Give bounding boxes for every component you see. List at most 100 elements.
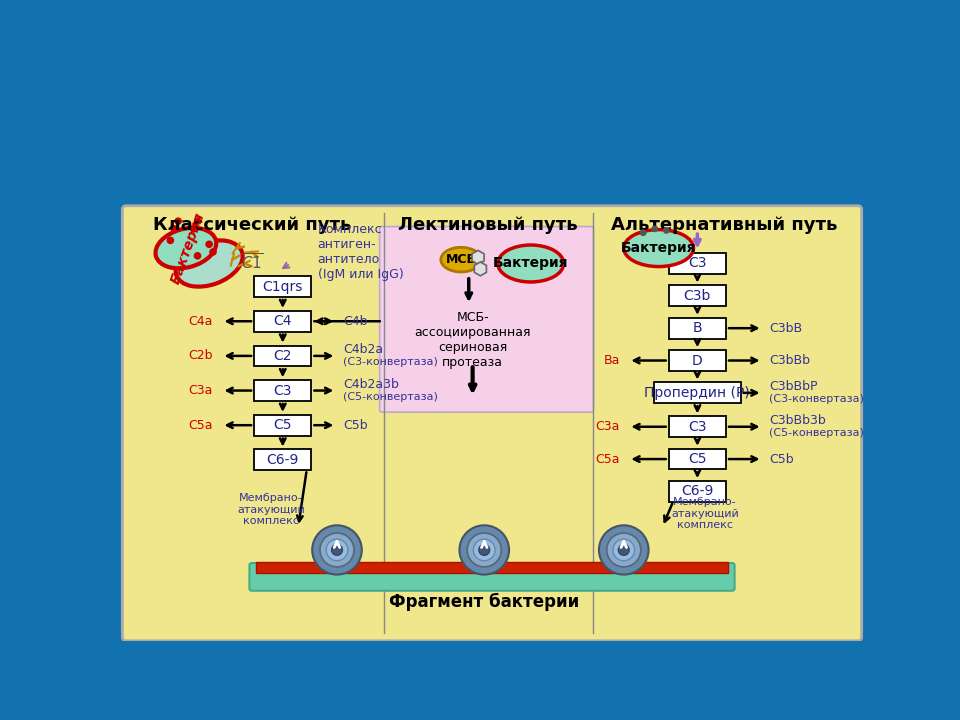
Text: C3bB: C3bB (770, 322, 803, 335)
Bar (472, 567, 480, 573)
FancyBboxPatch shape (254, 380, 311, 401)
Bar (348, 531, 356, 539)
Text: D: D (692, 354, 703, 367)
Text: Классический путь: Классический путь (153, 216, 351, 234)
Text: B: B (692, 321, 702, 336)
Bar (600, 547, 605, 553)
FancyBboxPatch shape (254, 311, 311, 332)
Text: C3: C3 (688, 256, 707, 271)
FancyBboxPatch shape (669, 416, 726, 437)
Text: (C3-конвертаза): (C3-конвертаза) (770, 394, 864, 404)
Circle shape (652, 226, 658, 232)
Bar (314, 538, 321, 546)
Text: (C5-конвертаза): (C5-конвертаза) (344, 392, 438, 402)
Circle shape (210, 249, 216, 255)
Text: C3bBbP: C3bBbP (770, 380, 818, 393)
Text: Лектиновый путь: Лектиновый путь (398, 216, 578, 234)
Text: Бактерия: Бактерия (621, 241, 696, 255)
Bar (621, 570, 627, 574)
Bar (636, 562, 643, 569)
Text: (C3-конвертаза): (C3-конвертаза) (344, 357, 438, 367)
Text: Альтернативный путь: Альтернативный путь (612, 216, 838, 234)
Text: C4a: C4a (188, 315, 213, 328)
FancyBboxPatch shape (669, 318, 726, 338)
Bar (605, 531, 612, 539)
Text: C4b2a3b: C4b2a3b (344, 378, 399, 391)
Text: C3bBb: C3bBb (770, 354, 810, 367)
FancyBboxPatch shape (669, 285, 726, 306)
FancyBboxPatch shape (669, 449, 726, 469)
Bar (334, 570, 340, 574)
Circle shape (320, 533, 354, 567)
Bar (501, 538, 508, 546)
Circle shape (640, 230, 646, 235)
Bar (324, 567, 332, 573)
Bar (255, 562, 729, 573)
Bar (489, 567, 496, 573)
Text: C4b2a: C4b2a (344, 343, 383, 356)
Bar (628, 527, 636, 534)
Circle shape (331, 544, 343, 555)
Circle shape (206, 241, 212, 248)
Bar (481, 570, 488, 574)
Circle shape (326, 539, 348, 561)
Text: C5b: C5b (344, 419, 368, 432)
Circle shape (175, 218, 181, 224)
FancyBboxPatch shape (654, 382, 741, 403)
Bar (313, 547, 318, 553)
Bar (489, 527, 496, 534)
Ellipse shape (156, 228, 216, 269)
Text: Мембрано-
атакующий
комплекс: Мембрано- атакующий комплекс (671, 497, 739, 531)
Circle shape (194, 253, 201, 259)
Text: МСБ: МСБ (445, 253, 476, 266)
FancyBboxPatch shape (669, 350, 726, 371)
Bar (628, 567, 636, 573)
Bar (640, 554, 647, 562)
Circle shape (473, 539, 495, 561)
Text: Пропердин (P): Пропердин (P) (644, 386, 751, 400)
Bar (120, 86, 864, 202)
Circle shape (612, 539, 635, 561)
Bar (621, 526, 627, 531)
Text: C5a: C5a (595, 453, 620, 466)
Bar (342, 527, 349, 534)
Bar (461, 538, 468, 546)
FancyBboxPatch shape (669, 253, 726, 274)
Text: C3bBb3b: C3bBb3b (770, 414, 827, 427)
Circle shape (599, 526, 649, 575)
FancyBboxPatch shape (379, 227, 593, 412)
Text: C1qrs: C1qrs (263, 279, 303, 294)
Text: C6-9: C6-9 (267, 453, 299, 467)
Bar (461, 554, 468, 562)
Bar (465, 531, 472, 539)
Circle shape (468, 533, 501, 567)
Bar (481, 526, 488, 531)
Circle shape (167, 238, 174, 243)
Bar (504, 547, 508, 553)
Text: C3a: C3a (595, 420, 620, 433)
Bar (334, 526, 340, 531)
Bar (353, 554, 360, 562)
Text: Мембрано-
атакующий
комплекс: Мембрано- атакующий комплекс (237, 493, 305, 526)
Ellipse shape (176, 240, 243, 287)
Circle shape (190, 226, 197, 232)
Ellipse shape (624, 230, 693, 266)
Text: C4b: C4b (344, 315, 368, 328)
Text: C2: C2 (274, 349, 292, 363)
Text: C5: C5 (688, 452, 707, 466)
Circle shape (663, 228, 669, 233)
Text: C3: C3 (274, 384, 292, 397)
Bar (342, 567, 349, 573)
Bar (495, 531, 503, 539)
Bar (318, 562, 325, 569)
Bar (318, 531, 325, 539)
Ellipse shape (498, 245, 564, 282)
Bar (643, 547, 648, 553)
Bar (636, 531, 643, 539)
FancyBboxPatch shape (254, 276, 311, 297)
Bar (495, 562, 503, 569)
Circle shape (618, 544, 629, 555)
Bar (353, 538, 360, 546)
Text: C3a: C3a (188, 384, 213, 397)
Text: Ba: Ba (604, 354, 620, 367)
